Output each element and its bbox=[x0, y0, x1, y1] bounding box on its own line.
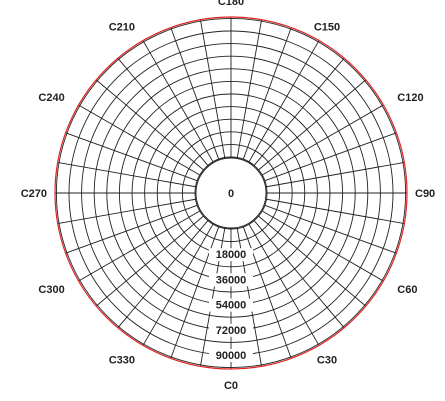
angular-label-C270: C270 bbox=[21, 188, 47, 200]
angular-label-C330: C330 bbox=[109, 354, 135, 366]
spoke-110 bbox=[264, 132, 397, 182]
spoke-280 bbox=[57, 198, 196, 225]
spoke-230 bbox=[95, 79, 204, 171]
spoke-30 bbox=[248, 223, 320, 346]
center-hole bbox=[195, 157, 267, 229]
radial-label-54000: 54000 bbox=[216, 300, 247, 312]
spoke-220 bbox=[117, 57, 209, 166]
spoke-150 bbox=[248, 40, 320, 163]
spoke-80 bbox=[266, 198, 405, 225]
series-layer bbox=[54, 16, 408, 370]
angular-tick-labels: C0 C30 C60 C90 C120 C150 C180 C210 C240 C270 C300 C… bbox=[21, 0, 435, 392]
spoke-320 bbox=[117, 220, 209, 329]
angular-label-C300: C300 bbox=[38, 284, 64, 296]
spoke-20 bbox=[242, 226, 292, 359]
spoke-40 bbox=[253, 220, 345, 329]
spoke-120 bbox=[261, 104, 384, 176]
spoke-300 bbox=[78, 210, 201, 282]
spoke-160 bbox=[242, 27, 292, 160]
radial-label-bg-2 bbox=[209, 273, 253, 287]
radial-label-bg-4 bbox=[209, 323, 253, 337]
spoke-50 bbox=[258, 215, 367, 307]
spoke-310 bbox=[95, 215, 204, 307]
spoke-210 bbox=[142, 40, 214, 163]
angular-label-C240: C240 bbox=[38, 92, 64, 104]
spoke-260 bbox=[57, 161, 196, 188]
angular-label-C30: C30 bbox=[317, 354, 337, 366]
spoke-240 bbox=[78, 104, 201, 176]
spoke-290 bbox=[65, 204, 198, 254]
spoke-330 bbox=[142, 223, 214, 346]
spoke-100 bbox=[266, 161, 405, 188]
spoke-190 bbox=[199, 19, 226, 158]
spoke-140 bbox=[253, 57, 345, 166]
spoke-200 bbox=[170, 27, 220, 160]
spoke-70 bbox=[264, 204, 397, 254]
radial-label-bg-5 bbox=[209, 349, 253, 362]
spoke-130 bbox=[258, 79, 367, 171]
series-line-0 bbox=[54, 16, 408, 370]
radial-label-72000: 72000 bbox=[216, 325, 247, 337]
spoke-60 bbox=[261, 210, 384, 282]
radial-label-18000: 18000 bbox=[216, 249, 247, 261]
angular-label-C150: C150 bbox=[314, 22, 340, 34]
radial-label-36000: 36000 bbox=[216, 274, 247, 286]
angular-spokes bbox=[55, 17, 407, 369]
radial-label-bg-3 bbox=[209, 298, 253, 312]
radial-label-90000: 90000 bbox=[216, 350, 247, 362]
angular-label-C90: C90 bbox=[415, 188, 435, 200]
radial-label-0: 0 bbox=[228, 188, 234, 200]
spoke-170 bbox=[236, 19, 263, 158]
radial-tick-labels: 0 18000 36000 54000 72000 90000 bbox=[209, 188, 253, 362]
angular-label-C0: C0 bbox=[224, 380, 238, 392]
spoke-250 bbox=[65, 132, 198, 182]
radial-label-bg-1 bbox=[209, 248, 253, 262]
angular-label-C120: C120 bbox=[397, 92, 423, 104]
angular-label-C180: C180 bbox=[218, 0, 244, 8]
angular-label-C60: C60 bbox=[397, 284, 417, 296]
angular-label-C210: C210 bbox=[109, 22, 135, 34]
spoke-340 bbox=[170, 226, 220, 359]
